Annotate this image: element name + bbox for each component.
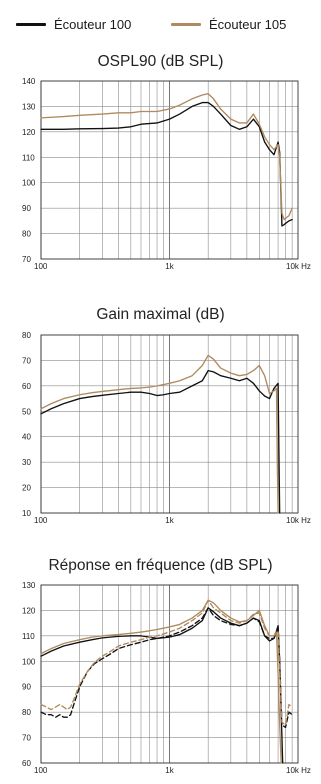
x-tick-label: 100	[34, 262, 48, 271]
grid	[40, 80, 298, 260]
legend-item-ecouteur-100: Écouteur 100	[16, 14, 131, 34]
series-line-ecouteur-100	[40, 101, 293, 227]
x-tick-labels: 100 1k 10k Hz	[34, 262, 311, 271]
series-line-ecouteur-105	[40, 354, 279, 514]
legend-swatch-ecouteur-100	[16, 22, 46, 26]
y-tick-label: 130	[22, 102, 36, 111]
y-tick-labels: 70 80 90 100 110 120 130 140	[22, 77, 36, 264]
y-tick-labels: 60 70 80 90 100 110 120 130	[22, 581, 36, 768]
y-tick-label: 60	[22, 759, 31, 768]
plot-frame	[40, 334, 299, 514]
series-line-ecouteur-100	[40, 607, 284, 764]
x-tick-label: 1k	[165, 516, 174, 525]
plot-frame	[40, 80, 299, 260]
chart-gain-maximal: 10 20 30 40 50 60 70 80 100 1k 10k Hz	[22, 331, 311, 525]
y-tick-label: 80	[22, 230, 31, 239]
legend-swatch-ecouteur-105	[171, 22, 201, 26]
y-tick-label: 110	[22, 632, 35, 641]
y-tick-label: 30	[22, 458, 31, 467]
y-tick-label: 20	[22, 484, 31, 493]
x-tick-label: 100	[34, 516, 48, 525]
y-tick-label: 70	[22, 734, 31, 743]
y-tick-label: 100	[22, 179, 36, 188]
chart-title-ospl90: OSPL90 (dB SPL)	[97, 53, 224, 70]
series-line-ecouteur-105	[40, 93, 293, 221]
y-tick-label: 80	[22, 331, 31, 340]
y-tick-label: 50	[22, 407, 31, 416]
series-line-ecouteur-100	[40, 369, 281, 514]
chart-title-reponse-frequence: Réponse en fréquence (dB SPL)	[48, 557, 273, 574]
x-tick-labels: 100 1k 10k Hz	[34, 516, 311, 525]
y-tick-label: 140	[22, 77, 36, 86]
y-tick-label: 120	[22, 606, 36, 615]
legend-label-ecouteur-105: Écouteur 105	[209, 16, 287, 32]
y-tick-label: 10	[22, 509, 31, 518]
y-tick-label: 60	[22, 382, 31, 391]
x-tick-label: 10k Hz	[286, 516, 311, 525]
x-tick-label: 100	[34, 766, 48, 775]
series-group	[40, 599, 293, 764]
y-tick-label: 70	[22, 356, 31, 365]
series-line-ecouteur-105	[40, 599, 282, 764]
legend: Écouteur 100 Écouteur 105	[0, 14, 321, 34]
x-tick-label: 1k	[165, 262, 174, 271]
series-line-ecouteur-100-dashed	[40, 607, 293, 729]
series-group	[40, 354, 281, 514]
x-tick-label: 10k Hz	[286, 262, 311, 271]
legend-label-ecouteur-100: Écouteur 100	[54, 16, 132, 32]
grid	[40, 334, 298, 514]
y-tick-label: 110	[22, 153, 35, 162]
legend-item-ecouteur-105: Écouteur 105	[171, 14, 286, 34]
y-tick-label: 130	[22, 581, 36, 590]
y-tick-label: 90	[22, 204, 31, 213]
x-tick-label: 10k Hz	[286, 766, 311, 775]
plot-frame	[40, 584, 299, 764]
y-tick-label: 90	[22, 683, 31, 692]
y-tick-label: 80	[22, 708, 31, 717]
y-tick-label: 70	[22, 255, 31, 264]
chart-reponse-frequence: 60 70 80 90 100 110 120 130 100 1k 10k Hz	[22, 581, 311, 775]
y-tick-label: 100	[22, 657, 36, 666]
series-line-ecouteur-105-dashed	[40, 599, 293, 726]
chart-title-gain-maximal: Gain maximal (dB)	[96, 306, 225, 323]
chart-ospl90: 70 80 90 100 110 120 130 140 100 1k 10k Hz	[22, 77, 311, 271]
x-tick-labels: 100 1k 10k Hz	[34, 766, 311, 775]
series-group	[40, 93, 293, 227]
y-tick-label: 120	[22, 128, 36, 137]
y-tick-labels: 10 20 30 40 50 60 70 80	[22, 331, 31, 518]
y-tick-label: 40	[22, 433, 31, 442]
x-tick-label: 1k	[165, 766, 174, 775]
